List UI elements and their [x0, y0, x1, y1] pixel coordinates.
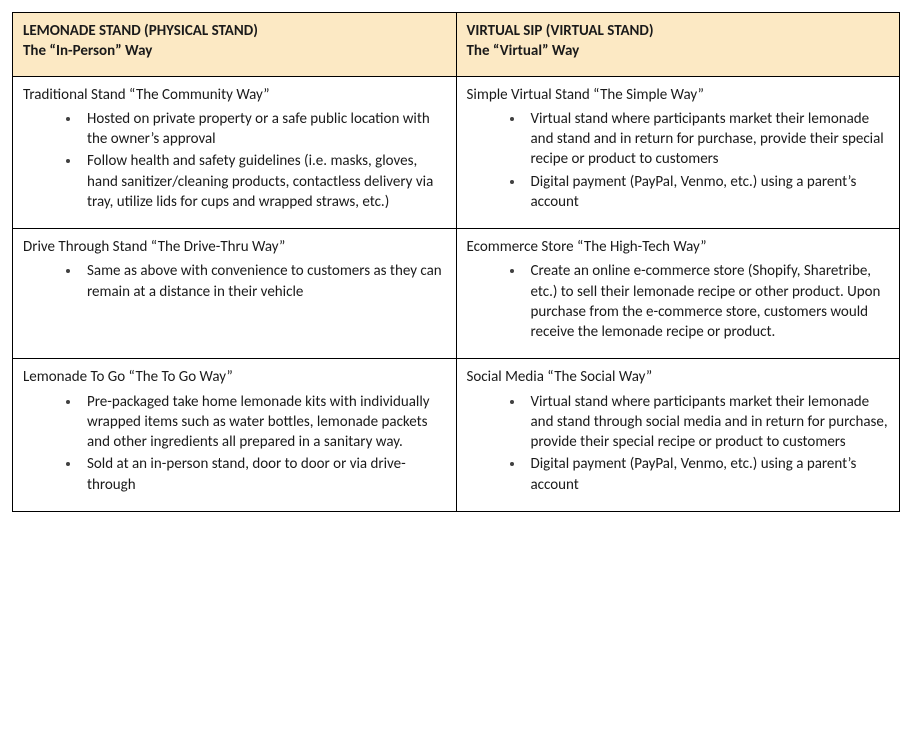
bullet-list: Create an online e-commerce store (Shopi… — [467, 261, 890, 342]
list-item: Same as above with convenience to custom… — [81, 261, 446, 302]
bullet-list: Pre-packaged take home lemonade kits wit… — [23, 392, 446, 495]
cell-left-2: Drive Through Stand “The Drive-Thru Way”… — [13, 229, 457, 359]
list-item: Pre-packaged take home lemonade kits wit… — [81, 392, 446, 453]
header-right-title: VIRTUAL SIP (VIRTUAL STAND) — [467, 22, 654, 40]
header-right: VIRTUAL SIP (VIRTUAL STAND) The “Virtual… — [456, 13, 900, 77]
header-left-subtitle: The “In-Person” Way — [23, 41, 446, 61]
table-header-row: LEMONADE STAND (PHYSICAL STAND) The “In-… — [13, 13, 900, 77]
bullet-list: Virtual stand where participants market … — [467, 109, 890, 212]
table-row: Traditional Stand “The Community Way” Ho… — [13, 76, 900, 229]
bullet-list: Same as above with convenience to custom… — [23, 261, 446, 302]
cell-right-2: Ecommerce Store “The High-Tech Way” Crea… — [456, 229, 900, 359]
cell-title: Lemonade To Go “The To Go Way” — [23, 367, 446, 387]
header-left-title: LEMONADE STAND (PHYSICAL STAND) — [23, 22, 258, 40]
list-item: Virtual stand where participants market … — [525, 392, 890, 453]
list-item: Hosted on private property or a safe pub… — [81, 109, 446, 150]
cell-title: Social Media “The Social Way” — [467, 367, 890, 387]
list-item: Virtual stand where participants market … — [525, 109, 890, 170]
comparison-table: LEMONADE STAND (PHYSICAL STAND) The “In-… — [12, 12, 900, 512]
table-row: Drive Through Stand “The Drive-Thru Way”… — [13, 229, 900, 359]
header-left: LEMONADE STAND (PHYSICAL STAND) The “In-… — [13, 13, 457, 77]
list-item: Create an online e-commerce store (Shopi… — [525, 261, 890, 342]
cell-left-3: Lemonade To Go “The To Go Way” Pre-packa… — [13, 359, 457, 512]
cell-title: Ecommerce Store “The High-Tech Way” — [467, 237, 890, 257]
list-item: Digital payment (PayPal, Venmo, etc.) us… — [525, 172, 890, 213]
header-right-subtitle: The “Virtual” Way — [467, 41, 890, 61]
bullet-list: Hosted on private property or a safe pub… — [23, 109, 446, 212]
list-item: Digital payment (PayPal, Venmo, etc.) us… — [525, 454, 890, 495]
cell-title: Drive Through Stand “The Drive-Thru Way” — [23, 237, 446, 257]
cell-title: Simple Virtual Stand “The Simple Way” — [467, 85, 890, 105]
table-row: Lemonade To Go “The To Go Way” Pre-packa… — [13, 359, 900, 512]
bullet-list: Virtual stand where participants market … — [467, 392, 890, 495]
cell-right-3: Social Media “The Social Way” Virtual st… — [456, 359, 900, 512]
list-item: Follow health and safety guidelines (i.e… — [81, 151, 446, 212]
list-item: Sold at an in-person stand, door to door… — [81, 454, 446, 495]
cell-right-1: Simple Virtual Stand “The Simple Way” Vi… — [456, 76, 900, 229]
cell-left-1: Traditional Stand “The Community Way” Ho… — [13, 76, 457, 229]
cell-title: Traditional Stand “The Community Way” — [23, 85, 446, 105]
